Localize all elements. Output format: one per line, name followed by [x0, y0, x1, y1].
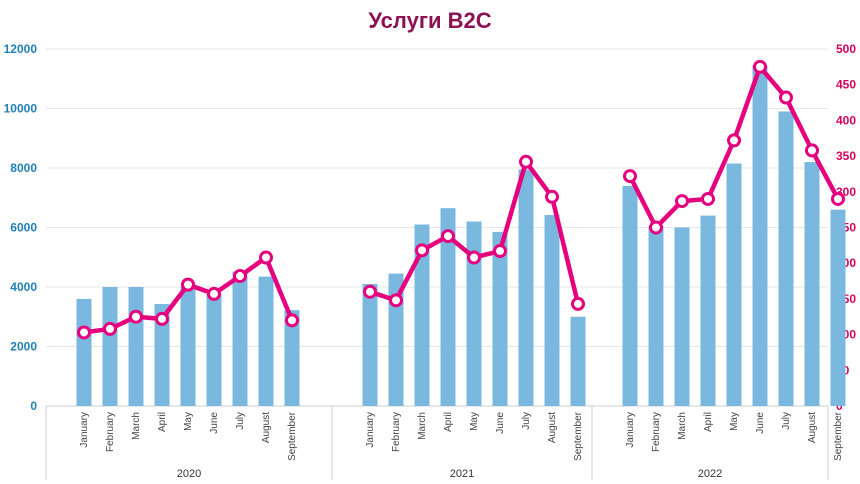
bar [128, 287, 144, 406]
month-tick-label: May [469, 412, 480, 431]
left-axis-tick-label: 2000 [10, 340, 37, 354]
line-point [571, 296, 585, 311]
left-axis-tick-label: 6000 [10, 221, 37, 235]
bar [648, 226, 664, 406]
bar [778, 111, 794, 406]
month-tick-label: April [703, 412, 714, 432]
line-point [753, 59, 767, 74]
line-point [207, 286, 221, 301]
left-axis-tick-label: 4000 [10, 280, 37, 294]
bar [258, 276, 274, 406]
line-point [519, 154, 533, 169]
year-label: 2020 [177, 468, 201, 480]
line-point [779, 90, 793, 105]
line-point [103, 321, 117, 336]
month-tick-label: July [521, 412, 532, 430]
bar [414, 224, 430, 406]
chart-title: Услуги B2C [368, 8, 492, 33]
bar [726, 163, 742, 406]
right-axis-tick-label: 450 [836, 78, 856, 92]
line-point [701, 191, 715, 206]
month-tick-label: June [755, 412, 766, 434]
month-tick-label: March [677, 412, 688, 440]
month-tick-label: January [79, 412, 90, 448]
line-point [259, 250, 273, 265]
left-axis-tick-label: 12000 [4, 42, 38, 56]
month-tick-label: April [443, 412, 454, 432]
bar [518, 169, 534, 406]
bar [674, 227, 690, 406]
bar [804, 162, 820, 406]
line-point [181, 277, 195, 292]
month-tick-label: March [131, 412, 142, 440]
bar [700, 215, 716, 406]
right-axis-tick-label: 500 [836, 42, 856, 56]
bar [830, 209, 846, 406]
bar [466, 221, 482, 406]
line-point [675, 194, 689, 209]
month-tick-label: February [391, 412, 402, 452]
month-tick-label: January [365, 412, 376, 448]
left-axis-tick-label: 10000 [4, 102, 38, 116]
bar [362, 284, 378, 406]
line-point [285, 313, 299, 328]
bar [102, 287, 118, 406]
month-tick-label: June [209, 412, 220, 434]
line-point [441, 229, 455, 244]
month-tick-label: February [105, 412, 116, 452]
year-label: 2021 [450, 468, 474, 480]
month-tick-label: September [287, 411, 298, 461]
line-point [623, 169, 637, 184]
bar [232, 271, 248, 406]
bar [284, 310, 300, 406]
month-tick-label: May [729, 412, 740, 431]
line-point [831, 191, 845, 206]
line-point [649, 220, 663, 235]
line-point [77, 325, 91, 340]
bar [154, 303, 170, 406]
line-point [389, 293, 403, 308]
bar [752, 65, 768, 407]
month-tick-label: August [261, 412, 272, 443]
month-tick-label: September [573, 411, 584, 461]
line-point [155, 311, 169, 326]
bar [440, 208, 456, 406]
month-tick-label: July [235, 412, 246, 430]
bar [492, 231, 508, 406]
bar [206, 294, 222, 406]
month-tick-label: July [781, 412, 792, 430]
month-tick-label: August [807, 412, 818, 443]
line-point [129, 309, 143, 324]
bar [570, 316, 586, 406]
bar [76, 298, 92, 406]
line-point [493, 244, 507, 259]
line-point [467, 250, 481, 265]
line-point [805, 143, 819, 158]
month-tick-label: August [547, 412, 558, 443]
bar [544, 215, 560, 406]
line-point [363, 284, 377, 299]
month-tick-label: February [651, 412, 662, 452]
left-axis-tick-label: 8000 [10, 161, 37, 175]
right-axis-tick-label: 400 [836, 113, 856, 127]
month-tick-label: June [495, 412, 506, 434]
month-tick-label: March [417, 412, 428, 440]
line-point [233, 269, 247, 284]
line-point [545, 189, 559, 204]
year-label: 2022 [698, 468, 722, 480]
line-point [415, 243, 429, 258]
right-axis-tick-label: 350 [836, 149, 856, 163]
line-point [727, 133, 741, 148]
bar [388, 273, 404, 406]
month-tick-label: April [157, 412, 168, 432]
left-axis-tick-label: 0 [30, 399, 37, 413]
month-tick-label: May [183, 412, 194, 431]
bar [180, 287, 196, 406]
bar [622, 185, 638, 406]
month-tick-label: January [625, 412, 636, 448]
month-tick-label: September [833, 411, 844, 461]
